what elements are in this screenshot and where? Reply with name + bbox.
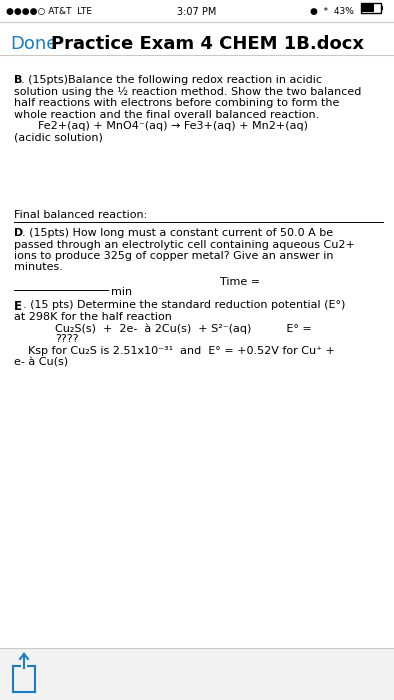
Text: whole reaction and the final overall balanced reaction.: whole reaction and the final overall bal… — [14, 109, 319, 120]
Text: 3:07 PM: 3:07 PM — [177, 7, 217, 17]
Text: (acidic solution): (acidic solution) — [14, 132, 103, 143]
Text: Time =: Time = — [220, 277, 260, 287]
Text: ions to produce 325g of copper metal? Give an answer in: ions to produce 325g of copper metal? Gi… — [14, 251, 333, 261]
Text: e- à Cu(s): e- à Cu(s) — [14, 358, 68, 368]
Text: . (15pts)Balance the following redox reaction in acidic: . (15pts)Balance the following redox rea… — [21, 75, 322, 85]
Text: passed through an electrolytic cell containing aqueous Cu2+: passed through an electrolytic cell cont… — [14, 239, 355, 249]
Text: ●  *  43%: ● * 43% — [310, 7, 354, 16]
Text: Practice Exam 4 CHEM 1B.docx: Practice Exam 4 CHEM 1B.docx — [51, 35, 364, 53]
Text: B: B — [14, 75, 22, 85]
Bar — [362, 4, 374, 12]
Bar — [361, 3, 381, 13]
Bar — [0, 648, 394, 700]
Text: solution using the ½ reaction method. Show the two balanced: solution using the ½ reaction method. Sh… — [14, 87, 361, 97]
Text: E: E — [14, 300, 22, 313]
Text: minutes.: minutes. — [14, 262, 63, 272]
Text: . (15 pts) Determine the standard reduction potential (E°): . (15 pts) Determine the standard reduct… — [23, 300, 346, 310]
Text: min: min — [111, 287, 132, 297]
Text: Cu₂S(s)  +  2e-  à 2Cu(s)  + S²⁻(aq)          E° =: Cu₂S(s) + 2e- à 2Cu(s) + S²⁻(aq) E° = — [55, 323, 312, 333]
Text: Done: Done — [10, 35, 58, 53]
Bar — [381, 6, 383, 10]
Text: D: D — [14, 228, 23, 238]
Text: Ksp for Cu₂S is 2.51x10⁻³¹  and  E° = +0.52V for Cu⁺ +: Ksp for Cu₂S is 2.51x10⁻³¹ and E° = +0.5… — [28, 346, 335, 356]
Text: ●●●●○ AT&T  LTE: ●●●●○ AT&T LTE — [6, 7, 92, 16]
Text: at 298K for the half reaction: at 298K for the half reaction — [14, 312, 172, 321]
Text: Final balanced reaction:: Final balanced reaction: — [14, 210, 147, 220]
Text: ????: ???? — [55, 335, 78, 344]
Text: half reactions with electrons before combining to form the: half reactions with electrons before com… — [14, 98, 339, 108]
Text: . (15pts) How long must a constant current of 50.0 A be: . (15pts) How long must a constant curre… — [22, 228, 333, 238]
Text: Fe2+(aq) + MnO4⁻(aq) → Fe3+(aq) + Mn2+(aq): Fe2+(aq) + MnO4⁻(aq) → Fe3+(aq) + Mn2+(a… — [38, 121, 308, 131]
